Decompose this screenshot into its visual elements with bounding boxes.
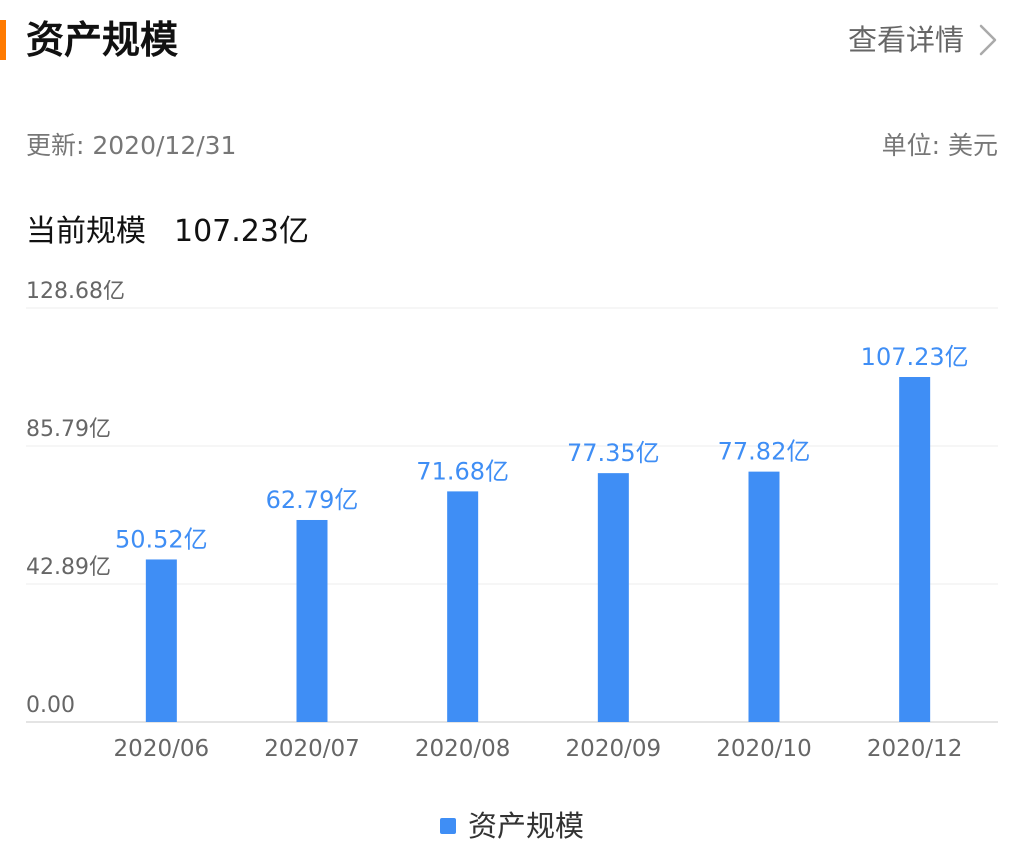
bar bbox=[447, 491, 479, 722]
title-accent-bar bbox=[0, 20, 6, 60]
chevron-right-icon bbox=[978, 23, 998, 57]
current-scale-value: 107.23亿 bbox=[174, 214, 309, 249]
page-title: 资产规模 bbox=[26, 18, 179, 62]
bar bbox=[296, 519, 328, 722]
data-label: 107.23亿 bbox=[861, 343, 969, 371]
chart-legend: 资产规模 bbox=[0, 804, 1024, 848]
bar bbox=[899, 377, 931, 722]
data-label: 62.79亿 bbox=[266, 486, 359, 514]
x-tick-label: 2020/08 bbox=[415, 736, 511, 762]
y-tick-label: 85.79亿 bbox=[26, 417, 111, 442]
current-scale-label: 当前规模 bbox=[26, 214, 146, 249]
x-tick-label: 2020/07 bbox=[264, 736, 360, 762]
bar bbox=[145, 559, 177, 722]
bar bbox=[748, 471, 780, 722]
current-scale: 当前规模 107.23亿 bbox=[26, 208, 309, 256]
x-tick-label: 2020/10 bbox=[716, 736, 812, 762]
data-label: 71.68亿 bbox=[416, 457, 509, 485]
view-details-link[interactable]: 查看详情 bbox=[848, 18, 998, 62]
asset-scale-bar-chart: 0.00 42.89亿 85.79亿 128.68亿 50.52亿 2020/06 62.7… bbox=[26, 280, 998, 762]
data-label: 77.82亿 bbox=[718, 438, 811, 466]
y-tick-label: 42.89亿 bbox=[26, 555, 111, 580]
legend-label: 资产规模 bbox=[467, 809, 584, 843]
bar bbox=[597, 473, 629, 722]
data-label: 50.52亿 bbox=[115, 525, 208, 553]
x-tick-label: 2020/12 bbox=[867, 736, 963, 762]
x-tick-label: 2020/06 bbox=[114, 736, 210, 762]
y-tick-label: 0.00 bbox=[26, 693, 75, 718]
meta-row: 更新: 2020/12/31 单位: 美元 bbox=[26, 126, 998, 166]
y-tick-label: 128.68亿 bbox=[26, 280, 125, 304]
view-details-label: 查看详情 bbox=[847, 23, 964, 57]
legend-swatch bbox=[439, 818, 456, 834]
updated-date: 更新: 2020/12/31 bbox=[26, 131, 237, 160]
data-label: 77.35亿 bbox=[567, 439, 660, 467]
x-tick-label: 2020/09 bbox=[566, 736, 662, 762]
unit-label: 单位: 美元 bbox=[881, 131, 998, 160]
